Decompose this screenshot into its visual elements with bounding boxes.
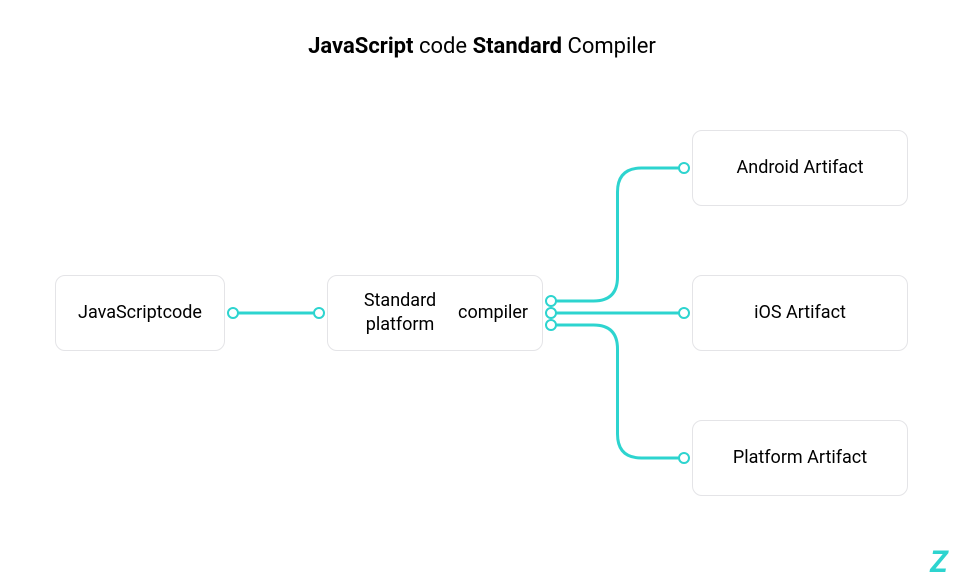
node-compiler: Standard platformcompiler bbox=[327, 275, 543, 351]
brand-logo: Z bbox=[930, 545, 948, 580]
edge-endpoint bbox=[679, 308, 689, 318]
node-label-line: JavaScript bbox=[78, 301, 163, 325]
edge-compiler-platform bbox=[551, 325, 684, 458]
edge-endpoint bbox=[228, 308, 238, 318]
edge-endpoint bbox=[546, 296, 556, 306]
node-platform: Platform Artifact bbox=[692, 420, 908, 496]
node-label-line: code bbox=[163, 301, 202, 325]
node-label-line: Standard platform bbox=[342, 289, 458, 338]
edge-endpoint bbox=[679, 163, 689, 173]
node-js: JavaScriptcode bbox=[55, 275, 225, 351]
title-part: code bbox=[414, 34, 473, 59]
node-label-line: Platform Artifact bbox=[733, 446, 867, 470]
node-label-line: compiler bbox=[458, 301, 528, 325]
diagram-canvas: JavaScript code Standard Compiler Z Java… bbox=[0, 0, 964, 580]
edge-endpoint bbox=[679, 453, 689, 463]
node-label-line: iOS Artifact bbox=[754, 301, 846, 325]
title-part: Standard bbox=[473, 34, 563, 59]
edge-endpoint bbox=[546, 308, 556, 318]
diagram-title: JavaScript code Standard Compiler bbox=[0, 34, 964, 59]
node-android: Android Artifact bbox=[692, 130, 908, 206]
title-part: Compiler bbox=[562, 34, 656, 59]
node-label-line: Android Artifact bbox=[737, 156, 864, 180]
edge-endpoint bbox=[314, 308, 324, 318]
node-ios: iOS Artifact bbox=[692, 275, 908, 351]
edge-endpoint bbox=[546, 320, 556, 330]
edge-compiler-android bbox=[551, 168, 684, 301]
title-part: JavaScript bbox=[308, 34, 413, 59]
